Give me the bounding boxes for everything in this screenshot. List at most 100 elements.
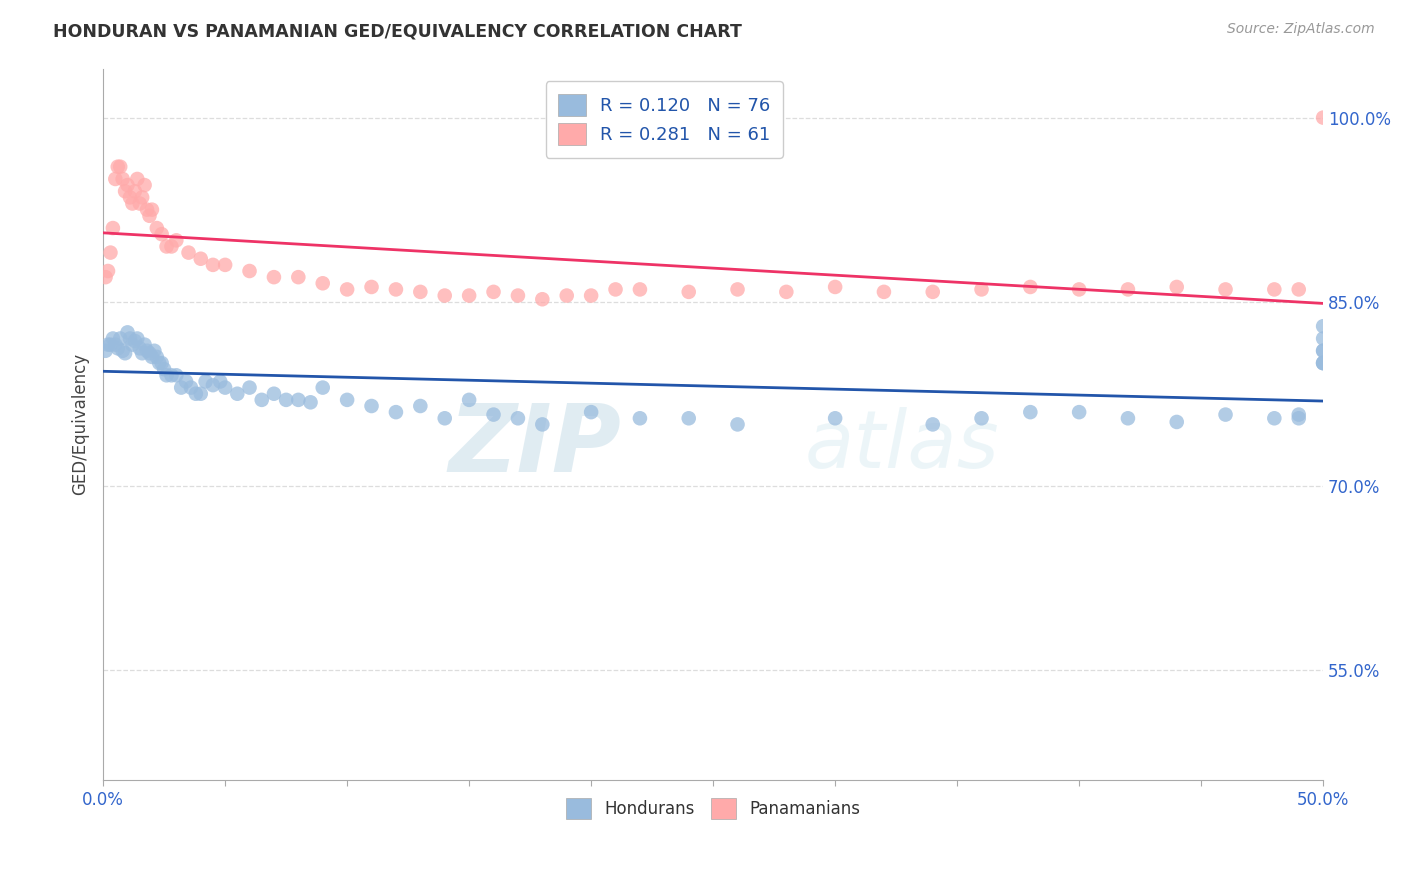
Text: ZIP: ZIP — [449, 400, 621, 491]
Point — [97, 337, 120, 351]
Point — [970, 282, 993, 296]
Point — [101, 221, 124, 235]
Point — [506, 411, 529, 425]
Point — [153, 362, 176, 376]
Point — [1263, 411, 1285, 425]
Point — [287, 270, 309, 285]
Point — [1312, 343, 1334, 358]
Text: atlas: atlas — [804, 407, 1000, 484]
Point — [148, 356, 170, 370]
Point — [170, 381, 193, 395]
Point — [678, 411, 700, 425]
Point — [138, 209, 160, 223]
Point — [1312, 356, 1334, 370]
Point — [336, 282, 359, 296]
Point — [409, 399, 432, 413]
Point — [150, 356, 173, 370]
Point — [1019, 280, 1042, 294]
Point — [360, 399, 382, 413]
Point — [146, 221, 169, 235]
Point — [121, 196, 143, 211]
Point — [312, 277, 335, 291]
Point — [824, 280, 846, 294]
Point — [1116, 282, 1139, 296]
Point — [124, 334, 146, 348]
Point — [482, 408, 505, 422]
Point — [128, 341, 150, 355]
Point — [165, 368, 187, 383]
Point — [385, 282, 408, 296]
Point — [727, 417, 749, 432]
Point — [276, 392, 298, 407]
Point — [605, 282, 627, 296]
Text: Source: ZipAtlas.com: Source: ZipAtlas.com — [1227, 22, 1375, 37]
Point — [117, 326, 139, 340]
Point — [873, 285, 896, 299]
Point — [118, 190, 141, 204]
Point — [114, 346, 136, 360]
Point — [263, 270, 285, 285]
Point — [1166, 280, 1188, 294]
Point — [555, 288, 578, 302]
Point — [970, 411, 993, 425]
Point — [312, 381, 335, 395]
Point — [127, 331, 149, 345]
Point — [506, 288, 529, 302]
Point — [138, 346, 160, 360]
Point — [150, 227, 173, 242]
Point — [1312, 111, 1334, 125]
Point — [458, 288, 481, 302]
Point — [131, 190, 153, 204]
Point — [136, 343, 159, 358]
Point — [121, 337, 143, 351]
Point — [628, 282, 651, 296]
Point — [201, 378, 224, 392]
Point — [155, 239, 177, 253]
Point — [190, 386, 212, 401]
Point — [921, 417, 943, 432]
Legend: Hondurans, Panamanians: Hondurans, Panamanians — [560, 792, 868, 825]
Point — [1019, 405, 1042, 419]
Point — [118, 331, 141, 345]
Point — [1069, 282, 1091, 296]
Point — [1263, 282, 1285, 296]
Point — [143, 343, 166, 358]
Point — [184, 386, 207, 401]
Point — [299, 395, 322, 409]
Point — [1312, 319, 1334, 334]
Point — [214, 258, 236, 272]
Point — [108, 331, 131, 345]
Point — [458, 392, 481, 407]
Point — [1215, 408, 1237, 422]
Point — [131, 346, 153, 360]
Point — [1312, 331, 1334, 345]
Point — [94, 270, 117, 285]
Point — [678, 285, 700, 299]
Point — [128, 196, 150, 211]
Point — [174, 375, 197, 389]
Point — [201, 258, 224, 272]
Point — [104, 172, 127, 186]
Point — [117, 178, 139, 193]
Y-axis label: GED/Equivalency: GED/Equivalency — [72, 353, 89, 495]
Point — [141, 202, 163, 217]
Point — [141, 350, 163, 364]
Point — [579, 288, 602, 302]
Point — [921, 285, 943, 299]
Point — [107, 341, 129, 355]
Point — [238, 381, 260, 395]
Point — [531, 417, 554, 432]
Point — [134, 178, 156, 193]
Point — [1288, 408, 1310, 422]
Point — [101, 331, 124, 345]
Point — [482, 285, 505, 299]
Point — [238, 264, 260, 278]
Point — [250, 392, 273, 407]
Point — [1288, 411, 1310, 425]
Point — [155, 368, 177, 383]
Point — [628, 411, 651, 425]
Point — [160, 239, 183, 253]
Point — [146, 350, 169, 364]
Point — [1215, 282, 1237, 296]
Point — [1312, 356, 1334, 370]
